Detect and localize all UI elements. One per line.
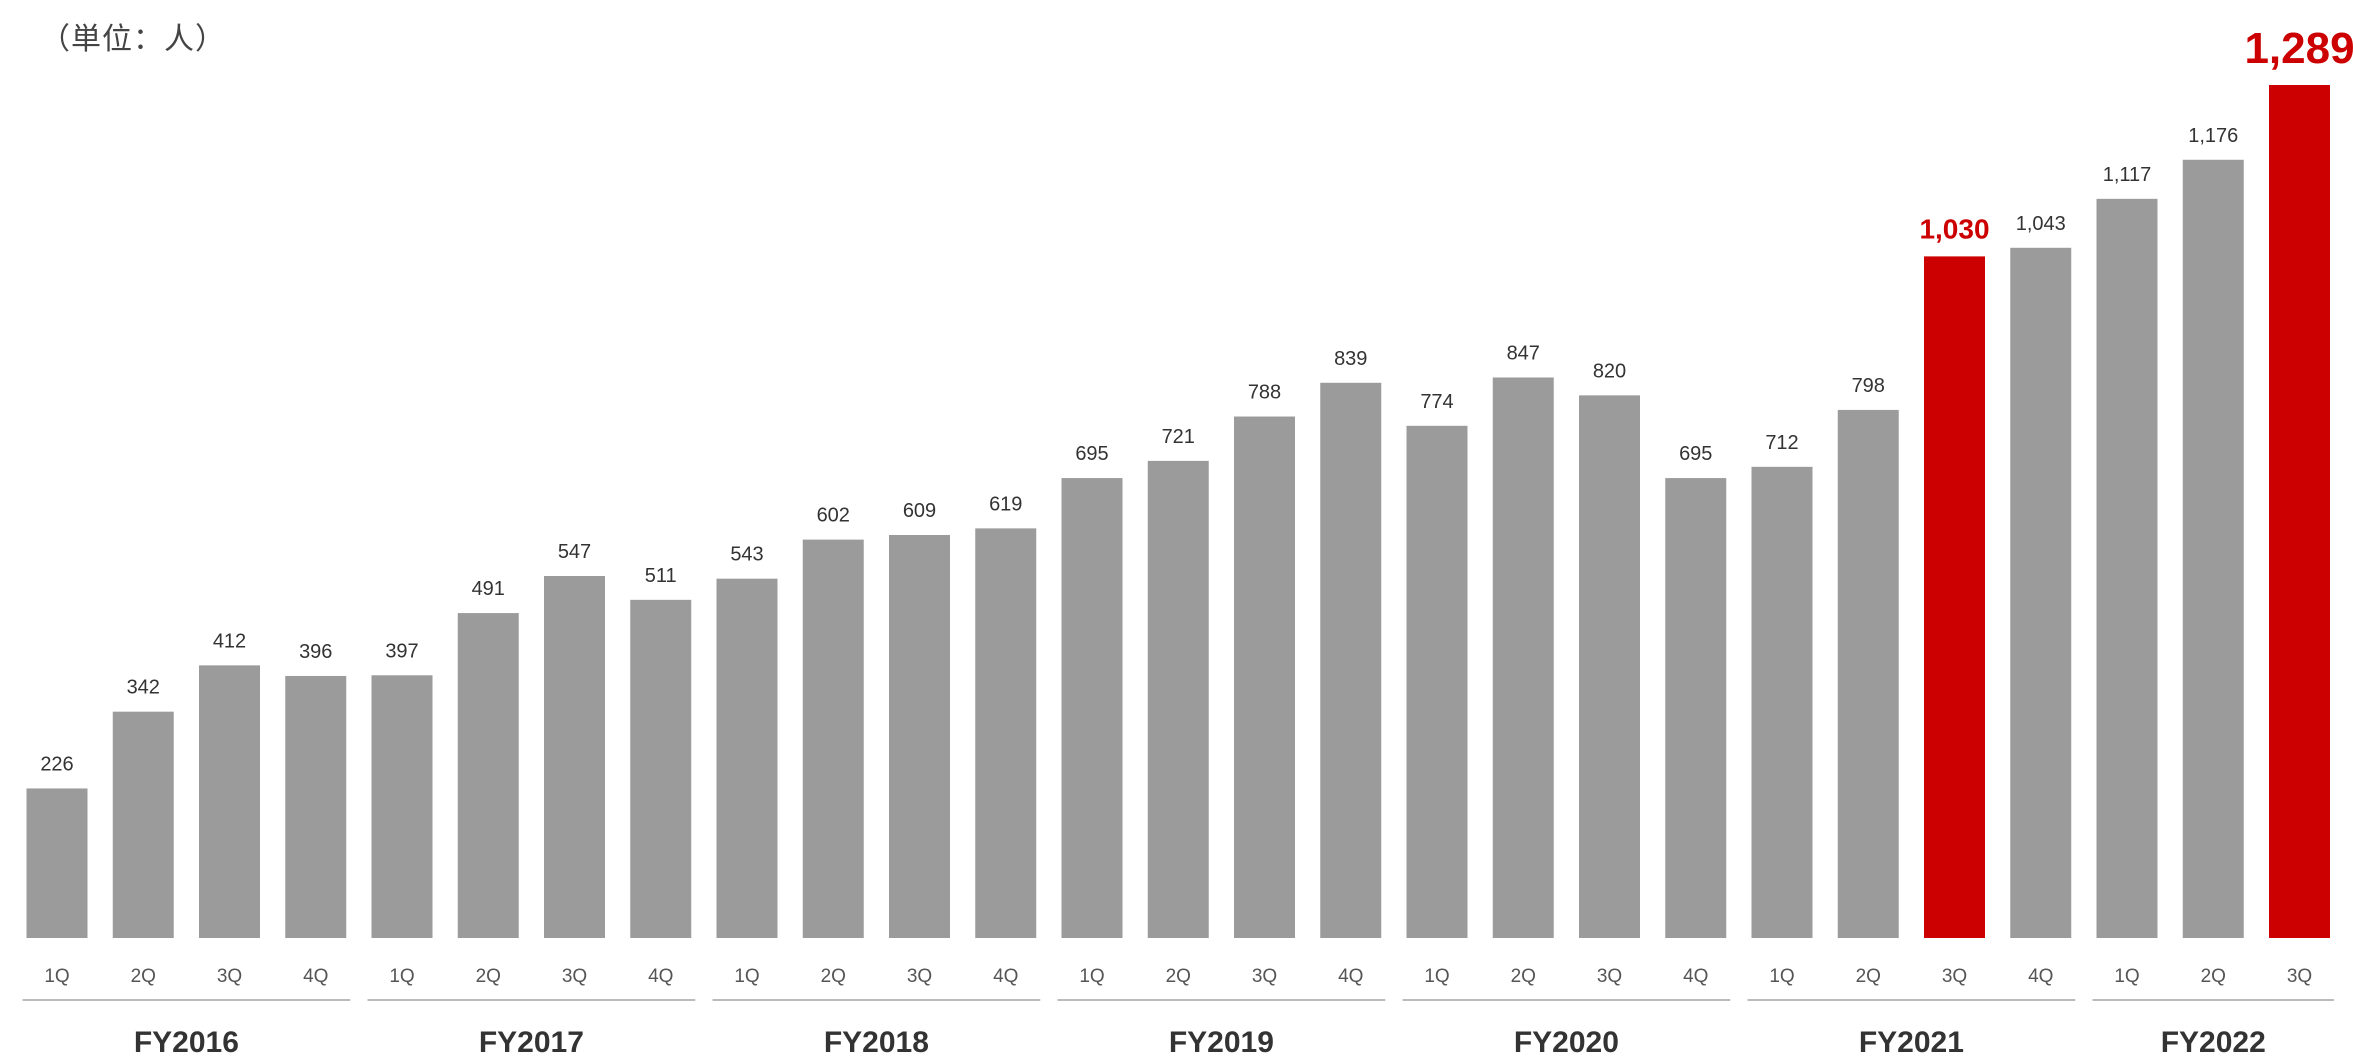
value-labels-layer: 226 342 412 396 397 491 547 511 543 602 609 619 695 7…	[40, 24, 2353, 775]
quarter-label-5: 1Q	[389, 966, 414, 987]
value-label-1: 226	[40, 753, 73, 775]
bar-1	[26, 788, 88, 938]
value-label-7: 547	[558, 541, 591, 563]
quarter-label-24: 4Q	[2028, 966, 2053, 987]
bar-12	[975, 528, 1037, 938]
quarter-label-21: 1Q	[1769, 966, 1794, 987]
quarter-label-26: 2Q	[2201, 966, 2226, 987]
quarter-label-1: 1Q	[44, 966, 69, 987]
value-label-12: 619	[989, 493, 1022, 515]
bar-11	[889, 534, 950, 938]
bar-14	[1147, 460, 1209, 938]
value-label-25: 1,117	[2103, 164, 2152, 186]
quarter-label-23: 3Q	[1942, 966, 1967, 987]
value-label-27: 1,289	[2244, 24, 2353, 73]
value-label-18: 847	[1507, 342, 1540, 364]
quarter-labels-layer: 1Q 2Q 3Q 4Q 1Q 2Q 3Q 4Q 1Q 2Q 3Q 4Q 1Q 2Q 3Q 4Q 1Q 2Q 3Q 4Q…	[44, 966, 2312, 987]
quarter-label-19: 3Q	[1597, 966, 1622, 987]
fiscal-year-label-1: FY2016	[134, 1026, 239, 1058]
value-label-16: 839	[1334, 348, 1367, 370]
bar-18	[1492, 377, 1554, 938]
value-label-4: 396	[299, 641, 332, 663]
value-label-22: 798	[1852, 375, 1885, 397]
value-label-24: 1,043	[2016, 213, 2066, 235]
value-label-26: 1,176	[2188, 125, 2238, 147]
value-label-13: 695	[1075, 443, 1108, 465]
bar-22	[1837, 409, 1899, 938]
value-label-14: 721	[1162, 426, 1195, 448]
bar-27	[2269, 85, 2330, 938]
quarter-label-10: 2Q	[821, 966, 846, 987]
bar-2	[112, 711, 174, 938]
quarter-label-22: 2Q	[1856, 966, 1881, 987]
value-label-17: 774	[1420, 391, 1453, 413]
unit-label: （単位：人）	[40, 22, 226, 57]
bar-26	[2182, 159, 2244, 938]
fiscal-year-label-7: FY2022	[2161, 1026, 2266, 1058]
value-label-2: 342	[127, 677, 160, 699]
bar-24	[2010, 247, 2072, 939]
quarter-label-12: 4Q	[993, 966, 1018, 987]
bar-4	[285, 675, 347, 938]
value-label-19: 820	[1593, 360, 1626, 382]
bar-6	[457, 613, 519, 938]
bar-21	[1751, 466, 1813, 938]
fiscal-year-label-4: FY2019	[1169, 1026, 1274, 1058]
quarter-label-18: 2Q	[1511, 966, 1536, 987]
bar-17	[1406, 425, 1468, 938]
value-label-20: 695	[1679, 443, 1712, 465]
value-label-21: 712	[1765, 432, 1798, 454]
fiscal-year-label-2: FY2017	[479, 1026, 584, 1058]
value-label-3: 412	[213, 630, 246, 652]
quarter-label-14: 2Q	[1166, 966, 1191, 987]
quarter-label-8: 4Q	[648, 966, 673, 987]
bar-3	[199, 665, 260, 938]
value-label-6: 491	[472, 578, 505, 600]
fiscal-year-label-5: FY2020	[1514, 1026, 1619, 1058]
quarter-label-11: 3Q	[907, 966, 932, 987]
quarter-label-25: 1Q	[2114, 966, 2139, 987]
value-label-5: 397	[385, 640, 418, 662]
value-label-15: 788	[1248, 382, 1281, 404]
value-label-23: 1,030	[1919, 213, 1989, 244]
bar-9	[716, 578, 778, 938]
quarter-label-4: 4Q	[303, 966, 328, 987]
quarter-label-6: 2Q	[476, 966, 501, 987]
quarter-label-15: 3Q	[1252, 966, 1277, 987]
value-label-10: 602	[817, 505, 850, 527]
bar-25	[2096, 198, 2158, 938]
bar-10	[802, 539, 864, 938]
bar-8	[630, 599, 692, 938]
quarter-label-20: 4Q	[1683, 966, 1708, 987]
quarter-label-9: 1Q	[734, 966, 759, 987]
quarter-label-2: 2Q	[131, 966, 156, 987]
value-label-9: 543	[730, 544, 763, 566]
quarter-label-17: 1Q	[1424, 966, 1449, 987]
value-label-8: 511	[645, 565, 677, 587]
quarter-label-16: 4Q	[1338, 966, 1363, 987]
bar-15	[1234, 416, 1295, 938]
bar-20	[1665, 478, 1727, 938]
fiscal-year-label-6: FY2021	[1859, 1026, 1964, 1058]
bar-16	[1320, 382, 1382, 938]
quarter-label-3: 3Q	[217, 966, 242, 987]
quarter-label-13: 1Q	[1079, 966, 1104, 987]
bar-5	[371, 675, 433, 938]
value-label-11: 609	[903, 500, 936, 522]
bar-13	[1061, 478, 1123, 938]
quarter-label-7: 3Q	[562, 966, 587, 987]
bar-19	[1579, 395, 1640, 938]
fiscal-year-layer: FY2016 FY2017 FY2018 FY2019 FY2020 FY2021 FY20…	[22, 999, 2334, 1058]
bar-23	[1924, 256, 1985, 938]
bar-7	[544, 576, 605, 938]
bars-layer	[26, 85, 2330, 939]
fiscal-year-label-3: FY2018	[824, 1026, 929, 1058]
quarter-label-27: 3Q	[2287, 966, 2312, 987]
